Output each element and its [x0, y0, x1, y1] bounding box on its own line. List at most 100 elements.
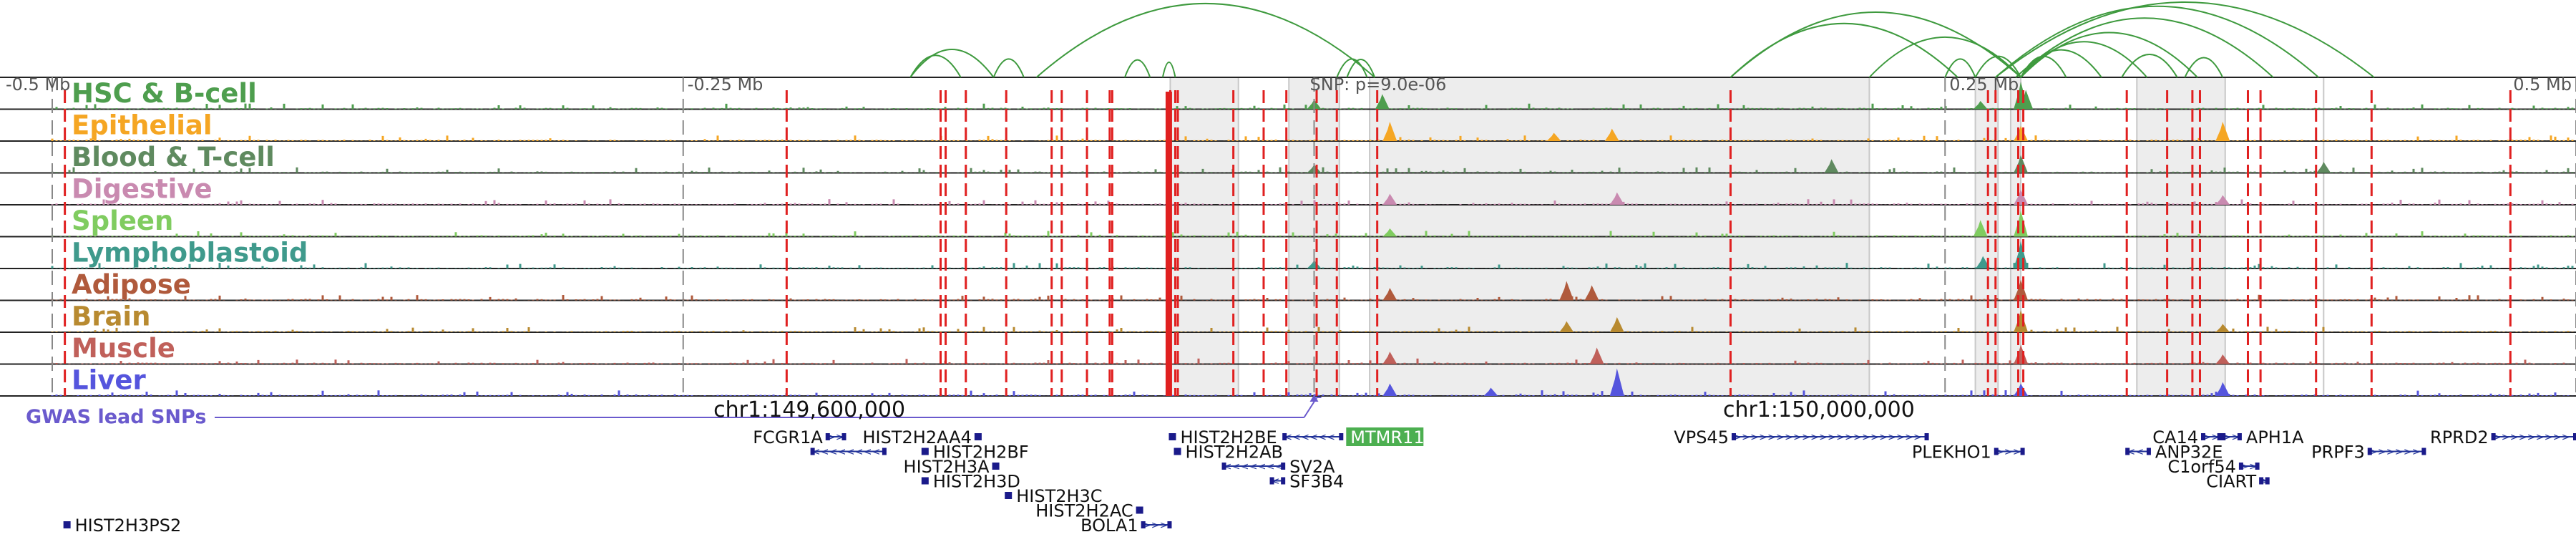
track-label: Spleen	[72, 205, 173, 236]
track-hsc-b-cell	[0, 82, 2576, 110]
gene-exon	[1924, 433, 1929, 440]
gene-exon	[841, 433, 847, 440]
scale-label: -0.5 Mb	[6, 74, 70, 95]
strand-arrow: >	[1810, 432, 1819, 443]
chromatin-loop	[1974, 55, 2021, 78]
track-digestive	[0, 189, 2576, 205]
gene-exon	[1174, 448, 1179, 455]
gene-exon	[1169, 433, 1174, 440]
gene-exon	[2491, 433, 2496, 440]
strand-arrow: >	[827, 432, 836, 443]
strand-arrow: <	[1292, 432, 1301, 443]
strand-arrow: >	[1733, 432, 1742, 443]
strand-arrow: <	[1284, 432, 1292, 443]
gwas-snp-marker	[1309, 395, 1319, 402]
chromatin-loop	[1868, 37, 2021, 78]
track-label: HSC & B-cell	[72, 78, 257, 109]
strand-arrow: >	[1776, 432, 1785, 443]
strand-arrow: <	[821, 447, 829, 458]
strand-arrow: >	[1143, 520, 1151, 531]
scale-label: 0.25 Mb	[1949, 74, 2019, 95]
gene-sv2a: < < < < < < < SV2A	[1221, 457, 1335, 477]
gene-exon	[2221, 433, 2226, 440]
gene-label: HIST2H3C	[1016, 486, 1102, 506]
strand-arrow: >	[2519, 432, 2527, 443]
gene-hist2h2aa4: HIST2H2AA4	[862, 427, 982, 448]
gene-label: CA14	[2152, 427, 2198, 448]
strand-arrow: <	[1258, 461, 1267, 473]
strand-arrow: <	[1309, 432, 1318, 443]
strand-arrow: >	[1845, 432, 1853, 443]
gene-exon	[1141, 521, 1146, 528]
gene-exon	[2367, 448, 2372, 455]
chromatin-loop	[2015, 17, 2274, 78]
track-liver	[0, 368, 2576, 397]
gene-exon	[1269, 477, 1274, 485]
scale-label: 0.5 Mb	[2513, 74, 2572, 95]
signal-peak	[2215, 122, 2230, 141]
gene-plekho1: > > >PLEKHO1	[1912, 442, 2025, 463]
gene-exon	[66, 521, 71, 528]
chromatin-loop	[1729, 22, 1958, 78]
strand-arrow: >	[2510, 432, 2519, 443]
signal-peak	[1604, 128, 1619, 141]
track-label: Brain	[72, 301, 150, 332]
signal-peak	[1824, 159, 1839, 173]
track-label: Digestive	[72, 174, 213, 205]
strand-arrow: >	[1785, 432, 1793, 443]
gene-exon	[2020, 448, 2025, 455]
chromatin-loop	[2184, 57, 2224, 78]
track-lymphoblastoid	[0, 241, 2576, 269]
strand-arrow: >	[1828, 432, 1836, 443]
track-adipose	[0, 279, 2576, 301]
strand-arrow: <	[1241, 461, 1249, 473]
chromatin-loop	[1346, 59, 1376, 78]
gene-label: FCGR1A	[753, 427, 823, 448]
strand-arrow: <	[829, 447, 838, 458]
gene-label: APH1A	[2246, 427, 2304, 448]
signal-peak	[1375, 94, 1390, 110]
gene-exon	[2255, 463, 2260, 470]
strand-arrow: >	[2386, 447, 2395, 458]
gene-exon	[2573, 433, 2576, 440]
strand-arrow: >	[1819, 432, 1828, 443]
strand-arrow: >	[2211, 432, 2220, 443]
strand-arrow: >	[2536, 432, 2545, 443]
signal-peak	[1483, 387, 1498, 396]
gene-hist2h3ps2: HIST2H3PS2	[63, 516, 181, 536]
strand-arrow: >	[1905, 432, 1913, 443]
strand-arrow: <	[1267, 461, 1275, 473]
strand-arrow: >	[2404, 447, 2412, 458]
strand-arrow: >	[1802, 432, 1810, 443]
strand-arrow: <	[2135, 447, 2144, 458]
gene-label: BOLA1	[1080, 516, 1138, 536]
gene-label: PRPF3	[2311, 442, 2365, 463]
gene-exon	[1171, 433, 1176, 440]
gene-exon	[924, 448, 929, 455]
gene-hist2h3c: HIST2H3C	[1005, 486, 1103, 506]
gene-hist2h3d: HIST2H3D	[921, 472, 1020, 492]
track-label: Blood & T-cell	[72, 142, 275, 173]
strand-arrow: <	[1224, 461, 1232, 473]
gene-label: RPRD2	[2430, 427, 2489, 448]
strand-arrow: <	[847, 447, 855, 458]
signal-peak	[2215, 195, 2230, 205]
gene-exon	[1136, 506, 1141, 514]
gene-rprd2: > > > > > > > > >RPRD2	[2430, 427, 2576, 448]
signal-peak	[1589, 347, 1604, 364]
strand-arrow: >	[2493, 432, 2502, 443]
signal-peak	[1546, 132, 1561, 141]
strand-arrow: >	[1160, 520, 1169, 531]
strand-arrow: >	[1853, 432, 1862, 443]
gene-exon	[1167, 521, 1172, 528]
gene-exon	[1281, 463, 1286, 470]
strand-arrow: >	[2240, 461, 2249, 473]
strand-arrow: >	[1750, 432, 1759, 443]
strand-arrow: >	[1742, 432, 1750, 443]
gene-exon	[2265, 477, 2270, 485]
signal-peak	[1382, 383, 1397, 396]
gene-label: HIST2H2BE	[1180, 427, 1277, 448]
gene-exon	[2238, 463, 2243, 470]
track-epithelial	[0, 122, 2576, 142]
